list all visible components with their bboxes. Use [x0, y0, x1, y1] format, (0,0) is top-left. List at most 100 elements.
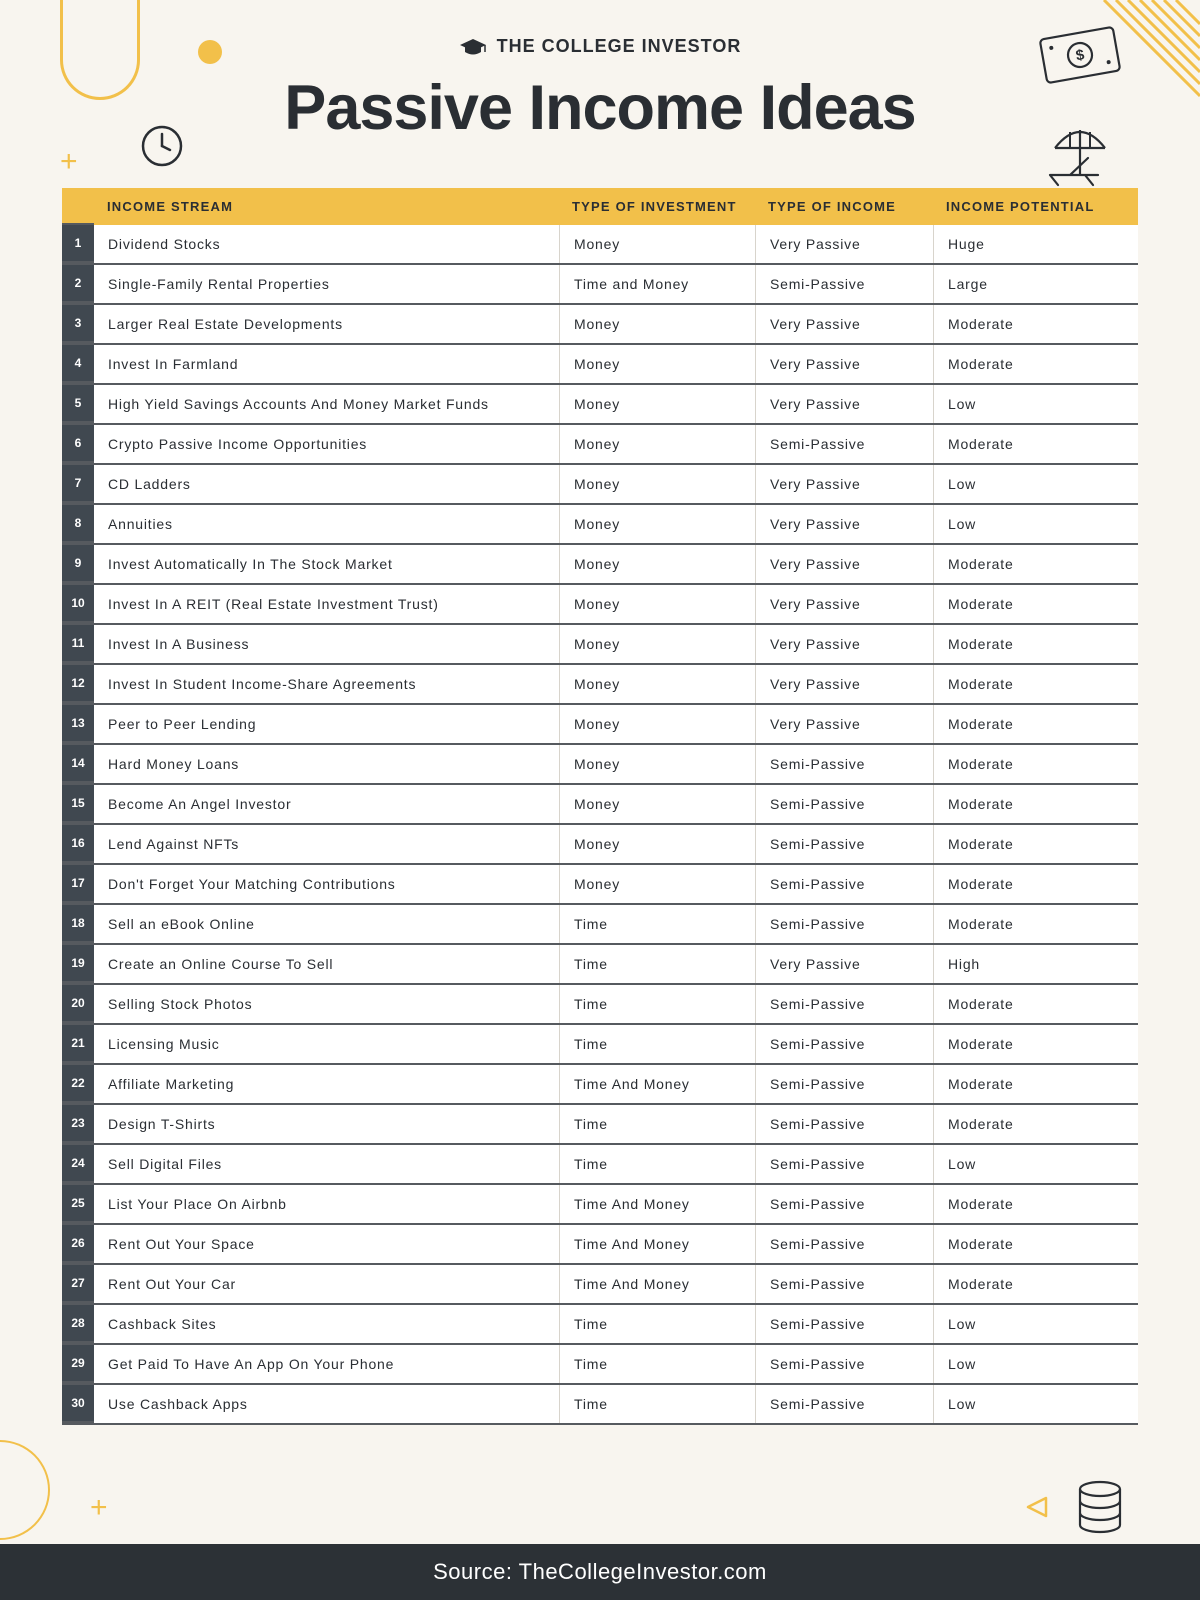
- cell-investment: Money: [559, 625, 755, 663]
- cell-potential: Low: [933, 1385, 1138, 1423]
- cell-potential: Moderate: [933, 905, 1138, 943]
- cell-income: Semi-Passive: [755, 1185, 933, 1223]
- cell-stream: Invest In A REIT (Real Estate Investment…: [94, 585, 559, 623]
- cell-potential: Moderate: [933, 585, 1138, 623]
- table-row: 10Invest In A REIT (Real Estate Investme…: [62, 585, 1138, 625]
- row-number: 6: [62, 425, 94, 463]
- plus-icon: +: [90, 1491, 108, 1525]
- cell-potential: High: [933, 945, 1138, 983]
- table-row: 20Selling Stock PhotosTimeSemi-PassiveMo…: [62, 985, 1138, 1025]
- cell-stream: Design T-Shirts: [94, 1105, 559, 1143]
- plus-icon: +: [60, 145, 78, 179]
- cell-stream: Invest In Student Income-Share Agreement…: [94, 665, 559, 703]
- cell-potential: Moderate: [933, 665, 1138, 703]
- database-icon: [1075, 1480, 1125, 1535]
- stripes-decoration: [1080, 0, 1200, 130]
- table-row: 26Rent Out Your SpaceTime And MoneySemi-…: [62, 1225, 1138, 1265]
- cell-stream: Become An Angel Investor: [94, 785, 559, 823]
- col-header-stream: INCOME STREAM: [94, 188, 559, 225]
- cell-income: Semi-Passive: [755, 1385, 933, 1423]
- row-number: 10: [62, 585, 94, 623]
- cell-investment: Time: [559, 985, 755, 1023]
- cell-investment: Money: [559, 545, 755, 583]
- cell-potential: Moderate: [933, 705, 1138, 743]
- table-row: 15Become An Angel InvestorMoneySemi-Pass…: [62, 785, 1138, 825]
- table-row: 29Get Paid To Have An App On Your PhoneT…: [62, 1345, 1138, 1385]
- cell-stream: Rent Out Your Space: [94, 1225, 559, 1263]
- cell-income: Semi-Passive: [755, 265, 933, 303]
- row-number: 20: [62, 985, 94, 1023]
- row-number: 25: [62, 1185, 94, 1223]
- cell-investment: Time: [559, 1025, 755, 1063]
- cell-investment: Money: [559, 825, 755, 863]
- beach-chair-icon: [1040, 120, 1120, 190]
- cell-potential: Low: [933, 465, 1138, 503]
- table-row: 12Invest In Student Income-Share Agreeme…: [62, 665, 1138, 705]
- row-number: 7: [62, 465, 94, 503]
- cell-investment: Money: [559, 505, 755, 543]
- table-row: 13Peer to Peer LendingMoneyVery PassiveM…: [62, 705, 1138, 745]
- row-number: 18: [62, 905, 94, 943]
- cell-stream: Invest In A Business: [94, 625, 559, 663]
- cell-income: Semi-Passive: [755, 1025, 933, 1063]
- cell-potential: Moderate: [933, 1185, 1138, 1223]
- brand-text: THE COLLEGE INVESTOR: [497, 36, 742, 57]
- cell-stream: Larger Real Estate Developments: [94, 305, 559, 343]
- cell-investment: Money: [559, 345, 755, 383]
- table-row: 28Cashback SitesTimeSemi-PassiveLow: [62, 1305, 1138, 1345]
- cell-income: Very Passive: [755, 665, 933, 703]
- row-number: 24: [62, 1145, 94, 1183]
- cell-stream: Single-Family Rental Properties: [94, 265, 559, 303]
- row-number: 2: [62, 265, 94, 303]
- cell-income: Very Passive: [755, 505, 933, 543]
- cell-investment: Time: [559, 1105, 755, 1143]
- table-row: 4Invest In FarmlandMoneyVery PassiveMode…: [62, 345, 1138, 385]
- cell-investment: Time: [559, 1305, 755, 1343]
- cell-stream: High Yield Savings Accounts And Money Ma…: [94, 385, 559, 423]
- cell-investment: Money: [559, 705, 755, 743]
- cell-income: Semi-Passive: [755, 1065, 933, 1103]
- row-number: 22: [62, 1065, 94, 1103]
- table-row: 1Dividend StocksMoneyVery PassiveHuge: [62, 225, 1138, 265]
- row-number: 29: [62, 1345, 94, 1383]
- table-row: 5High Yield Savings Accounts And Money M…: [62, 385, 1138, 425]
- brand-logo: THE COLLEGE INVESTOR: [459, 36, 742, 57]
- cell-potential: Moderate: [933, 825, 1138, 863]
- cell-income: Very Passive: [755, 385, 933, 423]
- cell-investment: Money: [559, 385, 755, 423]
- cell-investment: Time: [559, 905, 755, 943]
- table-row: 9Invest Automatically In The Stock Marke…: [62, 545, 1138, 585]
- cell-income: Semi-Passive: [755, 745, 933, 783]
- row-number: 5: [62, 385, 94, 423]
- cell-investment: Time And Money: [559, 1265, 755, 1303]
- cell-potential: Moderate: [933, 345, 1138, 383]
- table-row: 17Don't Forget Your Matching Contributio…: [62, 865, 1138, 905]
- cell-potential: Moderate: [933, 1105, 1138, 1143]
- cell-stream: Sell Digital Files: [94, 1145, 559, 1183]
- table-row: 30Use Cashback AppsTimeSemi-PassiveLow: [62, 1385, 1138, 1425]
- cell-potential: Moderate: [933, 985, 1138, 1023]
- cell-stream: Invest Automatically In The Stock Market: [94, 545, 559, 583]
- table-row: 11Invest In A BusinessMoneyVery PassiveM…: [62, 625, 1138, 665]
- row-number: 8: [62, 505, 94, 543]
- cell-stream: Rent Out Your Car: [94, 1265, 559, 1303]
- cell-income: Very Passive: [755, 545, 933, 583]
- graduation-cap-icon: [459, 37, 487, 57]
- table-row: 25List Your Place On AirbnbTime And Mone…: [62, 1185, 1138, 1225]
- cell-potential: Moderate: [933, 1025, 1138, 1063]
- cell-income: Semi-Passive: [755, 425, 933, 463]
- cell-investment: Money: [559, 745, 755, 783]
- cell-income: Semi-Passive: [755, 985, 933, 1023]
- cell-stream: Dividend Stocks: [94, 225, 559, 263]
- arc-decoration: [0, 1440, 50, 1540]
- table-row: 8AnnuitiesMoneyVery PassiveLow: [62, 505, 1138, 545]
- table-row: 27Rent Out Your CarTime And MoneySemi-Pa…: [62, 1265, 1138, 1305]
- cell-investment: Time: [559, 1145, 755, 1183]
- cell-stream: Use Cashback Apps: [94, 1385, 559, 1423]
- cell-potential: Moderate: [933, 625, 1138, 663]
- cell-stream: CD Ladders: [94, 465, 559, 503]
- cell-potential: Moderate: [933, 865, 1138, 903]
- cell-income: Very Passive: [755, 625, 933, 663]
- cell-potential: Moderate: [933, 305, 1138, 343]
- cell-stream: Peer to Peer Lending: [94, 705, 559, 743]
